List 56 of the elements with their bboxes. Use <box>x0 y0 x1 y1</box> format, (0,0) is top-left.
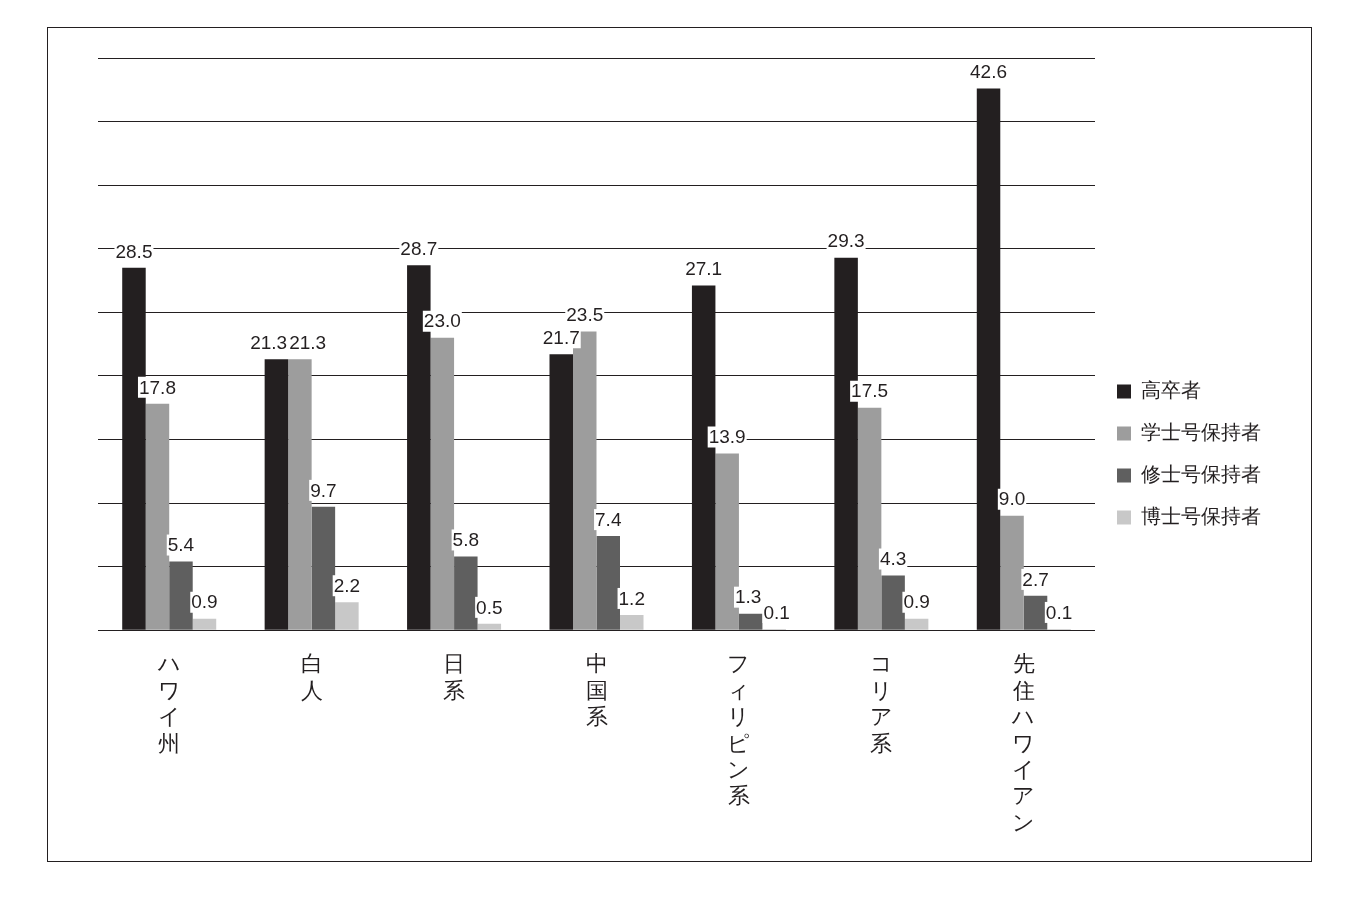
data-label: 5.8 <box>452 529 480 551</box>
data-label: 1.3 <box>735 586 762 608</box>
x-tick-label: コリア系 <box>869 651 893 756</box>
x-tick-label: 中国系 <box>585 651 608 730</box>
data-label: 5.4 <box>167 534 195 556</box>
x-tick-label: 日系 <box>443 651 466 703</box>
bar <box>620 614 644 630</box>
data-label: 0.5 <box>476 596 503 618</box>
data-label: 21.7 <box>542 327 580 349</box>
data-label: 21.3 <box>250 332 288 354</box>
bar <box>1023 595 1048 630</box>
data-label: 1.2 <box>618 587 645 609</box>
x-tick-label: ハワイ州 <box>156 651 181 756</box>
data-label: 0.9 <box>903 591 930 613</box>
bar <box>1000 515 1024 630</box>
data-label: 23.5 <box>566 304 604 326</box>
data-label: 0.9 <box>191 591 218 613</box>
data-label: 2.7 <box>1022 568 1049 590</box>
data-label: 17.5 <box>851 380 889 402</box>
bar <box>477 623 502 630</box>
bar <box>311 506 336 630</box>
bar <box>192 618 217 630</box>
x-tick-label: フィリピン系 <box>727 651 751 809</box>
data-label: 21.3 <box>289 332 327 354</box>
data-label: 0.1 <box>763 601 790 623</box>
data-label: 27.1 <box>685 258 723 280</box>
data-label: 28.7 <box>400 238 438 259</box>
bar <box>904 618 929 630</box>
data-label: 42.6 <box>970 61 1008 83</box>
bar <box>430 337 455 630</box>
x-tick-label: 先住ハワイアン <box>1011 651 1036 835</box>
legend-label: 博士号保持者 <box>1141 505 1261 528</box>
bar <box>145 403 170 630</box>
data-label: 9.7 <box>310 479 337 501</box>
data-label: 13.9 <box>708 426 746 448</box>
bar <box>335 602 359 630</box>
data-label: 29.3 <box>827 230 865 252</box>
legend-label: 修士号保持者 <box>1141 463 1261 486</box>
data-label: 2.2 <box>333 574 361 596</box>
x-tick-label: 白人 <box>300 651 323 703</box>
data-label: 9.0 <box>998 488 1026 510</box>
data-label: 4.3 <box>879 548 907 570</box>
data-label: 17.8 <box>138 376 176 398</box>
legend-label: 高卒者 <box>1141 379 1201 402</box>
legend-label: 学士号保持者 <box>1141 421 1261 444</box>
data-label: 28.5 <box>115 240 153 262</box>
data-label: 0.1 <box>1045 601 1073 623</box>
bar <box>454 556 478 630</box>
bar <box>857 407 882 630</box>
bar <box>738 613 763 630</box>
bar <box>288 359 312 630</box>
data-label: 23.0 <box>423 310 461 332</box>
bar <box>881 575 905 630</box>
bar <box>596 536 620 630</box>
data-label: 7.4 <box>595 508 622 530</box>
bar <box>169 561 193 630</box>
